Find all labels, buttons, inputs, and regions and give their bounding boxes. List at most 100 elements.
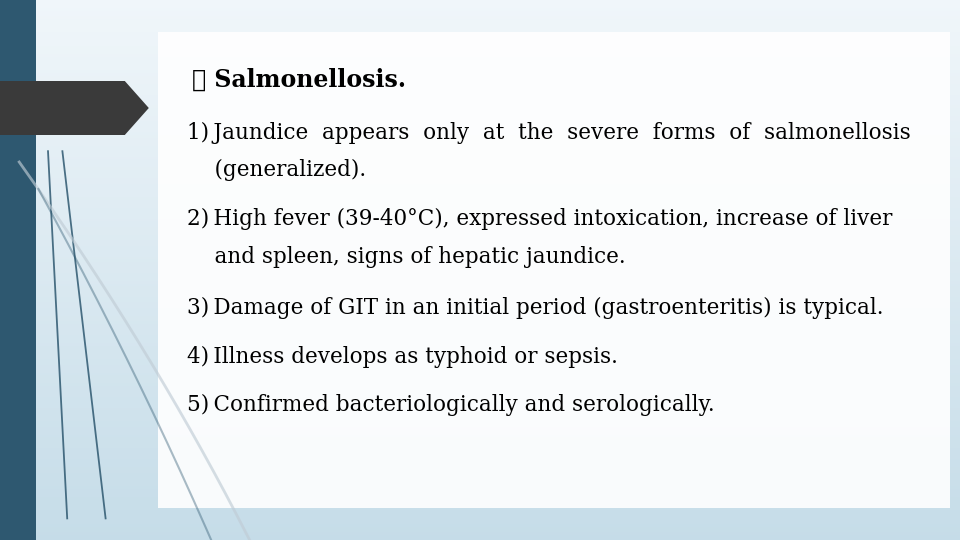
Bar [0, 494, 960, 497]
Bar [0, 362, 960, 364]
Bar [0, 143, 960, 146]
Bar [0, 270, 960, 273]
Bar [0, 122, 960, 124]
Bar [0, 78, 960, 81]
Bar [0, 38, 960, 40]
Bar [0, 232, 960, 235]
Bar [0, 532, 960, 535]
Bar [0, 518, 960, 521]
Bar [0, 359, 960, 362]
Bar [0, 489, 960, 491]
Bar [0, 224, 960, 227]
Bar [0, 189, 960, 192]
Bar [0, 472, 960, 475]
Bar [0, 194, 960, 197]
Bar [0, 421, 960, 424]
Bar [0, 205, 960, 208]
Bar [0, 292, 960, 294]
Bar [0, 321, 960, 324]
Bar [0, 97, 960, 100]
Bar [0, 529, 960, 532]
Bar [0, 0, 960, 3]
Bar [0, 340, 960, 343]
Bar [0, 265, 960, 267]
Bar [0, 383, 960, 386]
Bar [0, 316, 960, 319]
Bar [0, 535, 960, 537]
Bar [0, 416, 960, 418]
Bar [0, 308, 960, 310]
Text: ➤ Salmonellosis.: ➤ Salmonellosis. [192, 68, 406, 91]
Bar [0, 516, 960, 518]
Bar [0, 394, 960, 397]
Bar [0, 49, 960, 51]
Bar [0, 148, 960, 151]
Bar [0, 76, 960, 78]
Bar [0, 84, 960, 86]
Bar [0, 470, 960, 472]
Bar [0, 364, 960, 367]
Text: 1) Jaundice  appears  only  at  the  severe  forms  of  salmonellosis: 1) Jaundice appears only at the severe f… [187, 122, 911, 144]
Bar [0, 11, 960, 14]
Bar [0, 500, 960, 502]
Bar [0, 424, 960, 427]
Bar [0, 54, 960, 57]
Bar [0, 389, 960, 392]
Bar [0, 140, 960, 143]
Bar [0, 70, 960, 73]
Bar [0, 202, 960, 205]
Bar [0, 373, 960, 375]
Bar [0, 108, 960, 111]
Bar [0, 184, 960, 186]
Bar [0, 127, 960, 130]
Bar [0, 22, 960, 24]
Bar [0, 273, 960, 275]
Bar [0, 305, 960, 308]
Bar [0, 170, 960, 173]
Bar [0, 367, 960, 370]
Bar [0, 16, 960, 19]
Bar [0, 332, 960, 335]
Bar [0, 267, 960, 270]
Bar [0, 502, 960, 505]
Bar [0, 240, 960, 243]
Bar [0, 30, 960, 32]
Bar [0, 116, 960, 119]
Bar [0, 173, 960, 176]
Bar [0, 464, 960, 467]
Bar [0, 51, 960, 54]
Bar [0, 319, 960, 321]
Bar [0, 208, 960, 211]
Bar [0, 459, 960, 462]
Bar [0, 432, 960, 435]
Bar [0, 289, 960, 292]
Bar [0, 132, 960, 135]
Bar [0, 429, 960, 432]
Bar [0, 478, 960, 481]
Bar [0, 405, 960, 408]
Bar [0, 386, 960, 389]
Bar [0, 510, 960, 513]
Bar [0, 443, 960, 445]
Bar [0, 413, 960, 416]
Bar [0, 254, 960, 256]
Bar [0, 119, 960, 122]
Bar [0, 216, 960, 219]
Bar [0, 486, 960, 489]
Bar [0, 46, 960, 49]
Bar [0, 275, 960, 278]
Bar [0, 162, 960, 165]
Bar [0, 284, 960, 286]
Bar [0, 62, 960, 65]
Bar [0, 348, 960, 351]
Bar [0, 297, 960, 300]
Polygon shape [0, 81, 149, 135]
Bar [0, 43, 960, 46]
Bar [0, 505, 960, 508]
Bar [0, 151, 960, 154]
Bar [0, 146, 960, 148]
Bar [0, 392, 960, 394]
Bar [0, 32, 960, 35]
Bar [0, 408, 960, 410]
Bar [0, 14, 960, 16]
